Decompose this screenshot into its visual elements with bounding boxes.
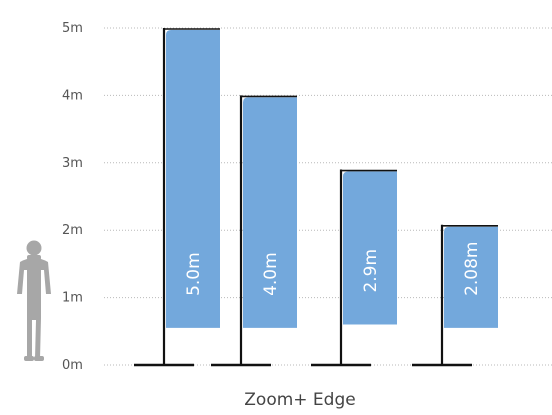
flag-bar-1: 4.0m: [211, 95, 297, 367]
bar: [444, 226, 498, 328]
data-label: 4.0m: [261, 252, 281, 296]
y-tick-label: 1m: [62, 291, 83, 306]
y-tick-label: 0m: [62, 358, 83, 373]
flag-bar-2: 2.9m: [311, 169, 397, 367]
data-label: 2.9m: [361, 249, 381, 293]
y-tick-label: 3m: [62, 156, 83, 171]
flag-bar-0: 5.0m: [134, 28, 220, 367]
bar-layer: 5.0m 4.0m 2.9m 2.08m: [134, 28, 498, 367]
tick-layer: 0m 1m 2m 3m 4m 5m: [62, 21, 83, 373]
data-label: 5.0m: [184, 252, 204, 296]
y-tick-label: 2m: [62, 223, 83, 238]
flag-bar-3: 2.08m: [412, 224, 498, 367]
bar: [166, 30, 220, 328]
bar: [343, 171, 397, 325]
y-tick-label: 4m: [62, 88, 83, 103]
bar: [243, 97, 297, 328]
chart-title: Zoom+ Edge: [244, 390, 355, 410]
data-label: 2.08m: [462, 242, 482, 296]
person-silhouette-icon: [17, 240, 51, 361]
y-tick-label: 5m: [62, 21, 83, 36]
